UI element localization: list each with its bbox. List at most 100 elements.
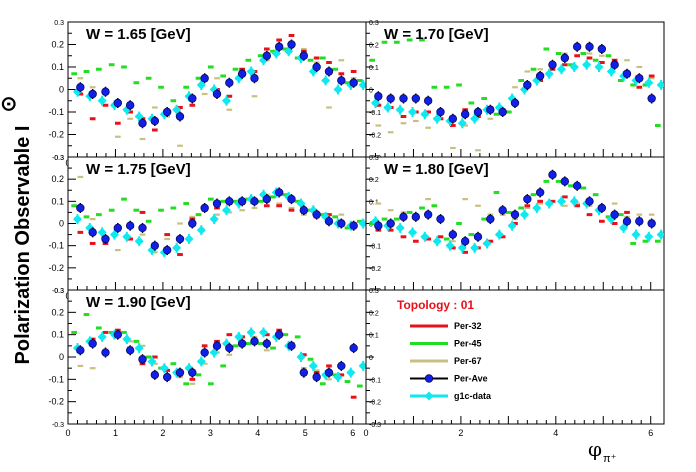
data-point	[312, 210, 321, 219]
data-point	[308, 361, 318, 371]
panel-title: W = 1.65 [GeV]	[86, 26, 191, 43]
data-point	[110, 230, 120, 240]
data-point	[622, 217, 632, 226]
data-point	[358, 80, 366, 90]
x-tick-label: 4	[553, 428, 558, 438]
x-tick-label: 2	[160, 428, 165, 438]
y-tick-label: -0.2	[48, 397, 64, 407]
legend-label: Per-67	[454, 356, 482, 366]
y-tick-label: -0.2	[48, 263, 64, 273]
data-point	[535, 71, 545, 81]
data-point	[274, 330, 284, 339]
data-point	[557, 64, 567, 74]
data-point	[436, 214, 445, 224]
y-tick-label: 0	[369, 88, 373, 95]
data-point	[188, 219, 197, 228]
y-tick-label: -0.1	[48, 241, 64, 251]
data-point	[296, 352, 306, 362]
data-point	[209, 214, 219, 224]
data-point	[150, 370, 160, 380]
data-point	[420, 109, 430, 119]
data-point	[423, 210, 433, 219]
panel-title: W = 1.80 [GeV]	[384, 161, 489, 178]
data-point	[134, 236, 144, 246]
data-point	[386, 94, 395, 103]
data-point	[212, 89, 222, 99]
legend-title: Topology : 01	[397, 298, 474, 312]
y-tick-label: 0.2	[369, 177, 379, 184]
legend-entry-per-ave: Per-Ave	[410, 374, 488, 384]
data-point	[482, 238, 492, 248]
legend-marker	[424, 391, 434, 401]
x-tick-label: 5	[303, 428, 308, 438]
y-tick-label: 0	[369, 355, 373, 362]
data-point	[122, 232, 132, 242]
data-point	[532, 203, 542, 213]
legend-label: Per-32	[454, 321, 482, 331]
y-tick-label: -0.2	[369, 133, 381, 140]
data-point	[125, 101, 135, 110]
data-point	[470, 243, 480, 253]
data-point	[225, 197, 234, 206]
data-point	[358, 361, 366, 371]
data-point	[408, 227, 418, 237]
data-point	[147, 356, 157, 366]
series-group	[369, 38, 664, 152]
y-tick-label: 0.3	[54, 155, 64, 162]
data-point	[134, 343, 144, 353]
data-point	[544, 199, 554, 209]
data-point	[150, 241, 160, 250]
y-tick-label: 0	[59, 219, 64, 229]
data-point	[101, 234, 110, 244]
data-point	[299, 368, 309, 377]
data-point	[287, 341, 296, 351]
y-tick-label: 0.1	[369, 199, 379, 206]
legend-entry-per-45: Per-45	[410, 339, 482, 349]
series-per-45	[369, 179, 661, 245]
data-point	[597, 203, 607, 213]
data-point	[234, 332, 244, 342]
data-point	[610, 60, 619, 69]
y-tick-label: -0.2	[369, 266, 381, 273]
data-point	[423, 96, 433, 105]
data-point	[274, 42, 284, 51]
data-point	[138, 355, 147, 364]
data-point	[594, 62, 604, 72]
panel-frame	[67, 289, 367, 425]
y-tick-label: 0.2	[369, 310, 379, 317]
series-group	[71, 34, 366, 147]
y-tick-label: 0.3	[369, 20, 379, 27]
x-tick-label: 1	[113, 428, 118, 438]
legend-label: Per-Ave	[454, 374, 488, 384]
data-point	[622, 69, 632, 78]
legend-marker	[424, 374, 434, 383]
data-point	[250, 197, 259, 206]
data-point	[510, 98, 520, 108]
data-point	[196, 80, 206, 90]
data-point	[519, 210, 529, 220]
data-point	[411, 94, 421, 103]
data-point	[383, 103, 393, 112]
data-point	[560, 177, 570, 186]
data-point	[162, 107, 172, 117]
data-point	[312, 62, 321, 72]
data-point	[287, 40, 296, 49]
data-point	[299, 51, 309, 60]
data-point	[287, 194, 296, 204]
data-point	[88, 339, 97, 348]
data-point	[246, 327, 256, 337]
data-point	[569, 62, 579, 72]
data-point	[97, 96, 107, 106]
y-tick-label: -0.2	[48, 130, 64, 140]
data-point	[237, 197, 247, 206]
data-point	[188, 94, 197, 103]
data-point	[76, 346, 85, 355]
data-point	[432, 114, 442, 124]
panel-6: -0.2-0.100.10.20.3-0.30 2 4 6	[363, 288, 665, 438]
data-point	[358, 219, 366, 228]
y-tick-label: -0.1	[48, 374, 64, 384]
data-point	[196, 356, 206, 366]
panel-frame	[365, 21, 665, 158]
data-point	[184, 234, 194, 244]
